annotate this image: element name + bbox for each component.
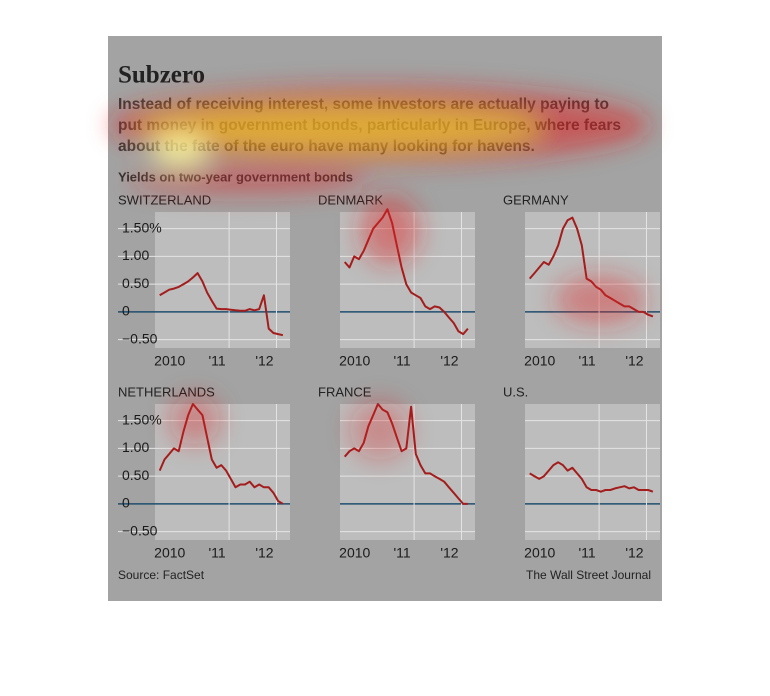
subtitle-line: put money in government bonds, particula…: [118, 117, 621, 134]
panel-title: U.S.: [503, 384, 528, 399]
panel-title: DENMARK: [318, 192, 383, 207]
plot-area: [340, 404, 475, 540]
x-tick-label: 2010: [339, 545, 370, 561]
y-tick-label: 0: [122, 303, 130, 319]
panel-title: SWITZERLAND: [118, 192, 211, 207]
credit: The Wall Street Journal: [526, 568, 651, 582]
panel-title: GERMANY: [503, 192, 569, 207]
x-tick-label: '12: [255, 545, 273, 561]
x-tick-label: '12: [625, 545, 643, 561]
x-tick-label: '12: [255, 353, 273, 369]
x-tick-label: 2010: [154, 545, 185, 561]
x-tick-label: '12: [625, 353, 643, 369]
plot-area: [155, 404, 290, 540]
panel-title: NETHERLANDS: [118, 384, 215, 399]
x-tick-label: 2010: [339, 353, 370, 369]
y-tick-label: 1.50%: [122, 219, 162, 235]
subtitle-line: Instead of receiving interest, some inve…: [118, 96, 609, 113]
x-tick-label: '12: [440, 353, 458, 369]
source: Source: FactSet: [118, 568, 205, 582]
x-tick-label: '11: [578, 545, 595, 561]
y-tick-label: 0: [122, 495, 130, 511]
y-tick-label: 1.50%: [122, 411, 162, 427]
x-tick-label: '11: [578, 353, 595, 369]
x-tick-label: '11: [208, 353, 225, 369]
plot-area: [525, 212, 660, 348]
panel-title: FRANCE: [318, 384, 372, 399]
x-tick-label: '11: [393, 353, 410, 369]
yield-line: [529, 461, 654, 493]
y-tick-label: 0.50: [122, 275, 149, 291]
x-tick-label: 2010: [524, 353, 555, 369]
x-tick-label: '11: [208, 545, 225, 561]
x-tick-label: '11: [393, 545, 410, 561]
plot-area: [340, 212, 475, 348]
y-tick-label: 1.00: [122, 439, 149, 455]
title: Subzero: [118, 62, 205, 89]
plot-area: [155, 212, 290, 348]
y-tick-label: −0.50: [122, 522, 158, 538]
subtitle-line: about the fate of the euro have many loo…: [118, 138, 535, 155]
y-tick-label: −0.50: [122, 330, 158, 346]
chart-label: Yields on two-year government bonds: [118, 169, 353, 184]
plot-area: [525, 404, 660, 540]
x-tick-label: '12: [440, 545, 458, 561]
x-tick-label: 2010: [524, 545, 555, 561]
yield-line: [159, 272, 284, 337]
y-tick-label: 1.00: [122, 247, 149, 263]
y-tick-label: 0.50: [122, 467, 149, 483]
x-tick-label: 2010: [154, 353, 185, 369]
